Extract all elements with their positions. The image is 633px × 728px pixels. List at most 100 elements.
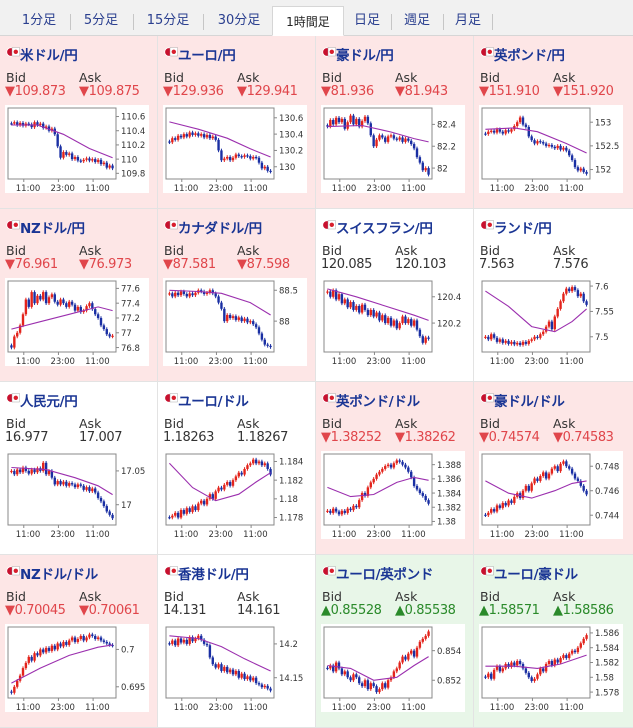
pair-name-link[interactable]: 人民元/円 <box>20 394 78 410</box>
currency-pair-card[interactable]: ユーロ/円 Bid Ask ▼129.936 ▼129.941 130.6 130.4 130… <box>158 36 316 209</box>
currency-pair-card[interactable]: スイスフラン/円 Bid Ask 120.085 120.103 120.4 120.2 11… <box>316 209 474 382</box>
hourly-candlestick-chart[interactable]: 1.388 1.386 1.384 1.382 1.38 11:00 23:00 11:00 <box>321 451 465 539</box>
candle-body <box>527 672 530 678</box>
hourly-candlestick-chart[interactable]: 110.6 110.4 110.2 110 109.8 11:00 23:00 11:00 <box>5 105 149 193</box>
pair-name-link[interactable]: 豪ドル/円 <box>336 48 394 64</box>
candle-body <box>13 122 16 124</box>
candle-body <box>231 669 235 675</box>
candle-body <box>79 635 82 639</box>
chart-svg: 0.748 0.746 0.744 11:00 23:00 11:00 <box>479 451 623 539</box>
x-tick-label: 11:00 <box>85 703 110 712</box>
pair-name-link[interactable]: ランド/円 <box>494 221 552 237</box>
candle-body <box>99 317 103 326</box>
candle-body <box>389 317 393 326</box>
hourly-candlestick-chart[interactable]: 77.6 77.4 77.2 77 76.8 11:00 23:00 11:00 <box>5 278 149 366</box>
tab-weekly[interactable]: 週足 <box>403 13 430 28</box>
hourly-candlestick-chart[interactable]: 153 152.5 152 11:00 23:00 11:00 <box>479 105 623 193</box>
currency-pair-card[interactable]: 英ポンド/ドル Bid Ask ▼1.38252 ▼1.38262 1.388 1.386 1… <box>316 382 474 555</box>
pair-name-link[interactable]: ユーロ/ドル <box>178 394 249 410</box>
hourly-candlestick-chart[interactable]: 130.6 130.4 130.2 130 11:00 23:00 11:00 <box>163 105 307 193</box>
candle-body <box>208 645 212 658</box>
hourly-candlestick-chart[interactable]: 17.05 17 11:00 23:00 11:00 <box>5 451 149 539</box>
currency-pair-card[interactable]: ユーロ/豪ドル Bid Ask ▲1.58571 ▲1.58586 1.586 1.584 1… <box>474 555 633 728</box>
hourly-candlestick-chart[interactable]: 0.854 0.852 11:00 23:00 11:00 <box>321 624 465 712</box>
candle-body <box>30 124 33 128</box>
tab-monthly[interactable]: 月足 <box>454 13 481 28</box>
hourly-candlestick-chart[interactable]: 7.6 7.55 7.5 11:00 23:00 11:00 <box>479 278 623 366</box>
tab-divider <box>133 14 134 30</box>
bid-label: Bid <box>164 416 184 431</box>
candle-body <box>269 468 272 475</box>
currency-pair-card[interactable]: NZドル/円 Bid Ask ▼76.961 ▼76.973 77.6 77.4 77.2 77… <box>0 209 158 382</box>
currency-pair-card[interactable]: ユーロ/英ポンド Bid Ask ▲0.85528 ▲0.85538 0.854 0.852… <box>316 555 474 728</box>
hourly-candlestick-chart[interactable]: 120.4 120.2 11:00 23:00 11:00 <box>321 278 465 366</box>
candle-body <box>369 123 372 136</box>
flag-graphic <box>164 393 178 403</box>
currency-pair-card[interactable]: カナダドル/円 Bid Ask ▼87.581 ▼87.598 88.5 88 11:00 23… <box>158 209 316 382</box>
hourly-candlestick-chart[interactable]: 0.748 0.746 0.744 11:00 23:00 11:00 <box>479 451 623 539</box>
currency-pair-card[interactable]: ランド/円 Bid Ask 7.563 7.576 7.6 7.55 7.5 11:00 23:0… <box>474 209 633 382</box>
pair-name-link[interactable]: 英ポンド/ドル <box>336 394 420 410</box>
candle-body <box>185 508 188 514</box>
ch-jp-flag-icon <box>322 219 336 230</box>
candle-body <box>501 502 504 508</box>
candle-body <box>174 138 177 140</box>
x-tick-label: 11:00 <box>243 357 268 366</box>
hourly-candlestick-chart[interactable]: 88.5 88 11:00 23:00 11:00 <box>163 278 307 366</box>
candle-body <box>214 136 217 140</box>
hourly-candlestick-chart[interactable]: 14.2 14.15 11:00 23:00 11:00 <box>163 624 307 712</box>
candle-body <box>349 115 352 123</box>
candle-body <box>553 466 556 469</box>
flag-front-dot <box>329 568 334 573</box>
candle-body <box>266 344 269 346</box>
candle-body <box>487 336 490 340</box>
tab-1hour[interactable]: 1時間足 <box>272 6 344 36</box>
hourly-candlestick-chart[interactable]: 1.184 1.182 1.18 1.178 11:00 23:00 11:00 <box>163 451 307 539</box>
candle-body <box>386 680 390 688</box>
currency-pair-card[interactable]: 香港ドル/円 Bid Ask 14.131 14.161 14.2 14.15 11:00 23… <box>158 555 316 728</box>
currency-pair-card[interactable]: 人民元/円 Bid Ask 16.977 17.007 17.05 17 11:00 23:00… <box>0 382 158 555</box>
y-tick-label: 0.746 <box>595 487 619 497</box>
candle-body <box>576 290 580 297</box>
candle-body <box>424 635 427 639</box>
currency-pair-card[interactable]: 英ポンド/円 Bid Ask ▼151.910 ▼151.920 153 152.5 152 1… <box>474 36 633 209</box>
pair-name-link[interactable]: 英ポンド/円 <box>494 48 565 64</box>
currency-pair-card[interactable]: 豪ドル/円 Bid Ask ▼81.936 ▼81.943 82.4 82.2 82 11:00… <box>316 36 474 209</box>
tab-30min[interactable]: 30分足 <box>217 13 261 28</box>
hourly-candlestick-chart[interactable]: 0.7 0.695 11:00 23:00 11:00 <box>5 624 149 712</box>
pair-name-link[interactable]: NZドル/円 <box>20 221 85 237</box>
bid-price: ▼81.936 <box>321 84 374 99</box>
candle-body <box>346 508 349 513</box>
pair-name-link[interactable]: NZドル/ドル <box>20 567 98 583</box>
candle-body <box>407 467 410 472</box>
bid-label: Bid <box>322 70 342 85</box>
pair-name-link[interactable]: ユーロ/円 <box>178 48 236 64</box>
candle-body <box>326 125 329 127</box>
hourly-candlestick-chart[interactable]: 1.586 1.584 1.582 1.58 1.578 11:00 23:00 11:00 <box>479 624 623 712</box>
tab-1min[interactable]: 1分足 <box>21 13 57 28</box>
pair-name-link[interactable]: カナダドル/円 <box>178 221 262 237</box>
tab-15min[interactable]: 15分足 <box>146 13 190 28</box>
currency-pair-card[interactable]: 豪ドル/ドル Bid Ask ▼0.74574 ▼0.74583 0.748 0.746 0.… <box>474 382 633 555</box>
tab-daily[interactable]: 日足 <box>353 13 380 28</box>
pair-name-link[interactable]: 米ドル/円 <box>20 48 78 64</box>
x-tick-label: 23:00 <box>50 530 75 539</box>
candle-body <box>70 483 74 485</box>
pair-name-link[interactable]: 香港ドル/円 <box>178 567 249 583</box>
candle-body <box>495 129 499 133</box>
pair-name-link[interactable]: ユーロ/豪ドル <box>494 567 578 583</box>
currency-pair-card[interactable]: 米ドル/円 Bid Ask ▼109.873 ▼109.875 110.6 110.4 110… <box>0 36 158 209</box>
candle-body <box>498 129 502 132</box>
pair-name-link[interactable]: 豪ドル/ドル <box>494 394 565 410</box>
tab-5min[interactable]: 5分足 <box>83 13 119 28</box>
pair-name-link[interactable]: スイスフラン/円 <box>336 221 433 237</box>
hourly-candlestick-chart[interactable]: 82.4 82.2 82 11:00 23:00 11:00 <box>321 105 465 193</box>
flag-front-dot <box>487 49 492 54</box>
pair-name-link[interactable]: ユーロ/英ポンド <box>336 567 434 583</box>
candle-body <box>504 130 507 134</box>
currency-pair-card[interactable]: NZドル/ドル Bid Ask ▼0.70045 ▼0.70061 0.7 0.695 11:… <box>0 555 158 728</box>
candle-body <box>220 664 223 671</box>
currency-pair-card[interactable]: ユーロ/ドル Bid Ask 1.18263 1.18267 1.184 1.182 1.18… <box>158 382 316 555</box>
candle-body <box>188 132 191 137</box>
x-tick-label: 11:00 <box>16 530 41 539</box>
